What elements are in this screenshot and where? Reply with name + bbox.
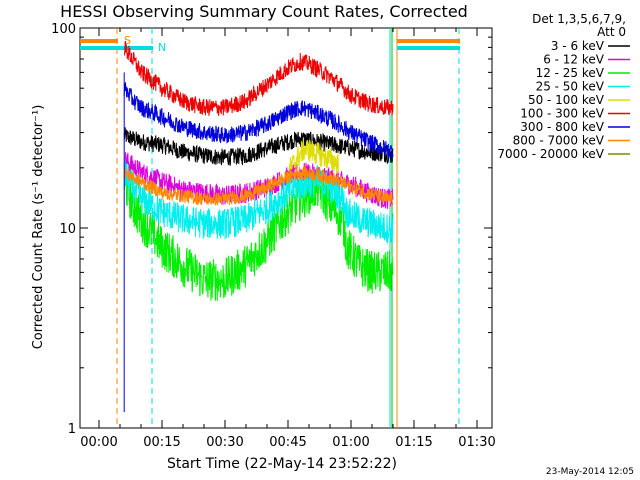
legend-label-6: 300 - 800 keV: [520, 120, 604, 134]
legend-label-3: 25 - 50 keV: [536, 80, 605, 94]
saa-bar-left: [80, 39, 118, 43]
series-line-4: [287, 137, 339, 180]
night-bar-left: [80, 46, 153, 50]
series-line-7: [123, 164, 394, 206]
legend-label-5: 100 - 300 keV: [520, 107, 604, 121]
legend-label-4: 50 - 100 keV: [528, 93, 605, 107]
x-tick-label-2: 00:30: [206, 435, 243, 450]
x-tick-label-1: 00:15: [143, 435, 180, 450]
legend-header-line-2: Att 0: [597, 25, 626, 39]
legend-label-1: 6 - 12 keV: [543, 53, 605, 67]
date-stamp: 23-May-2014 12:05: [546, 467, 634, 477]
legend-label-7: 800 - 7000 keV: [513, 134, 605, 148]
x-tick-label-5: 01:15: [395, 435, 432, 450]
legend-label-2: 12 - 25 keV: [536, 66, 605, 80]
legend-label-8: 7000 - 20000 keV: [497, 147, 604, 161]
x-tick-label-0: 00:00: [80, 435, 117, 450]
y-tick-label-2: 100: [51, 22, 76, 37]
x-tick-label-6: 01:30: [458, 435, 495, 450]
y-tick-label-0: 1: [68, 422, 76, 437]
series-line-1: [123, 152, 394, 209]
x-tick-label-3: 00:45: [269, 435, 306, 450]
series-line-3: [123, 158, 394, 244]
x-axis-label: Start Time (22-May-14 23:52:22): [167, 456, 397, 472]
plot-layer: 00:00 00:15 00:30 00:45 01:00 01:15 01:30 1 10 10…: [51, 22, 496, 450]
y-axis-label: Corrected Count Rate (s⁻¹ detector⁻¹): [31, 105, 46, 350]
series-line-6: [123, 82, 394, 161]
legend-label-0: 3 - 6 keV: [551, 39, 605, 53]
series-line-0: [123, 127, 394, 166]
y-tick-label-1: 10: [59, 222, 76, 237]
series-line-2: [123, 165, 394, 301]
saa-label: S: [124, 34, 131, 47]
saa-bar-right: [397, 39, 460, 43]
x-tick-label-4: 01:00: [332, 435, 369, 450]
legend-header-line-1: Det 1,3,5,6,7,9,: [532, 12, 626, 26]
night-label: N: [158, 41, 166, 54]
night-bar-right: [397, 46, 460, 50]
series-line-5: [123, 40, 394, 117]
chart-title: HESSI Observing Summary Count Rates, Cor…: [60, 2, 468, 21]
